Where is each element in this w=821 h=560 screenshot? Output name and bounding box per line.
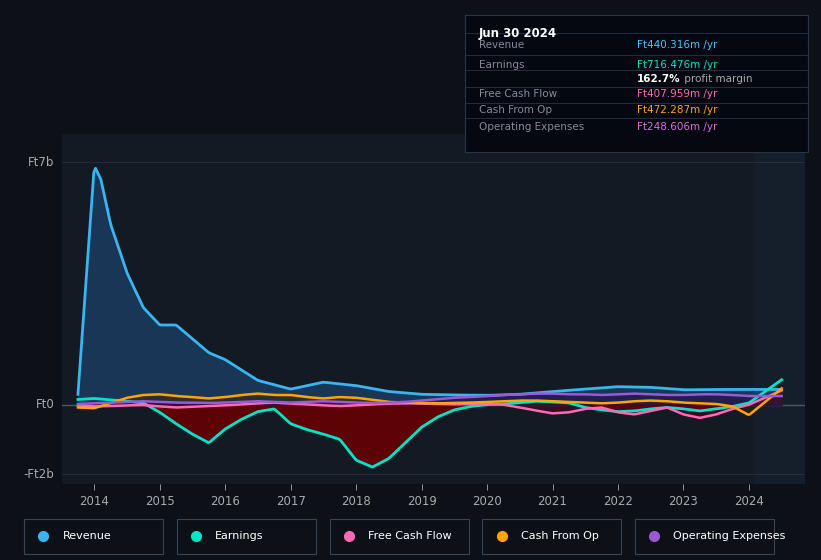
Text: Cash From Op: Cash From Op bbox=[479, 105, 552, 115]
Text: Revenue: Revenue bbox=[479, 40, 524, 50]
Text: Ft7b: Ft7b bbox=[28, 156, 54, 169]
Bar bbox=[177, 519, 316, 554]
Text: Ft440.316m /yr: Ft440.316m /yr bbox=[636, 40, 717, 50]
Bar bbox=[330, 519, 469, 554]
Text: Free Cash Flow: Free Cash Flow bbox=[479, 90, 557, 100]
Text: Earnings: Earnings bbox=[479, 60, 525, 70]
Bar bbox=[755, 134, 805, 484]
Bar bbox=[25, 519, 163, 554]
Text: Revenue: Revenue bbox=[62, 531, 112, 541]
Text: Ft248.606m /yr: Ft248.606m /yr bbox=[636, 122, 717, 132]
Text: Ft407.959m /yr: Ft407.959m /yr bbox=[636, 90, 717, 100]
Text: Ft0: Ft0 bbox=[35, 398, 54, 411]
Text: Operating Expenses: Operating Expenses bbox=[479, 122, 584, 132]
Text: -Ft2b: -Ft2b bbox=[23, 468, 54, 480]
Text: 162.7%: 162.7% bbox=[636, 74, 680, 83]
Bar bbox=[483, 519, 621, 554]
Text: Earnings: Earnings bbox=[215, 531, 264, 541]
Text: Ft472.287m /yr: Ft472.287m /yr bbox=[636, 105, 717, 115]
Text: Operating Expenses: Operating Expenses bbox=[673, 531, 786, 541]
Text: Free Cash Flow: Free Cash Flow bbox=[368, 531, 452, 541]
Text: Cash From Op: Cash From Op bbox=[521, 531, 599, 541]
Bar bbox=[635, 519, 774, 554]
Text: profit margin: profit margin bbox=[681, 74, 753, 83]
Text: Ft716.476m /yr: Ft716.476m /yr bbox=[636, 60, 717, 70]
Text: Jun 30 2024: Jun 30 2024 bbox=[479, 27, 557, 40]
